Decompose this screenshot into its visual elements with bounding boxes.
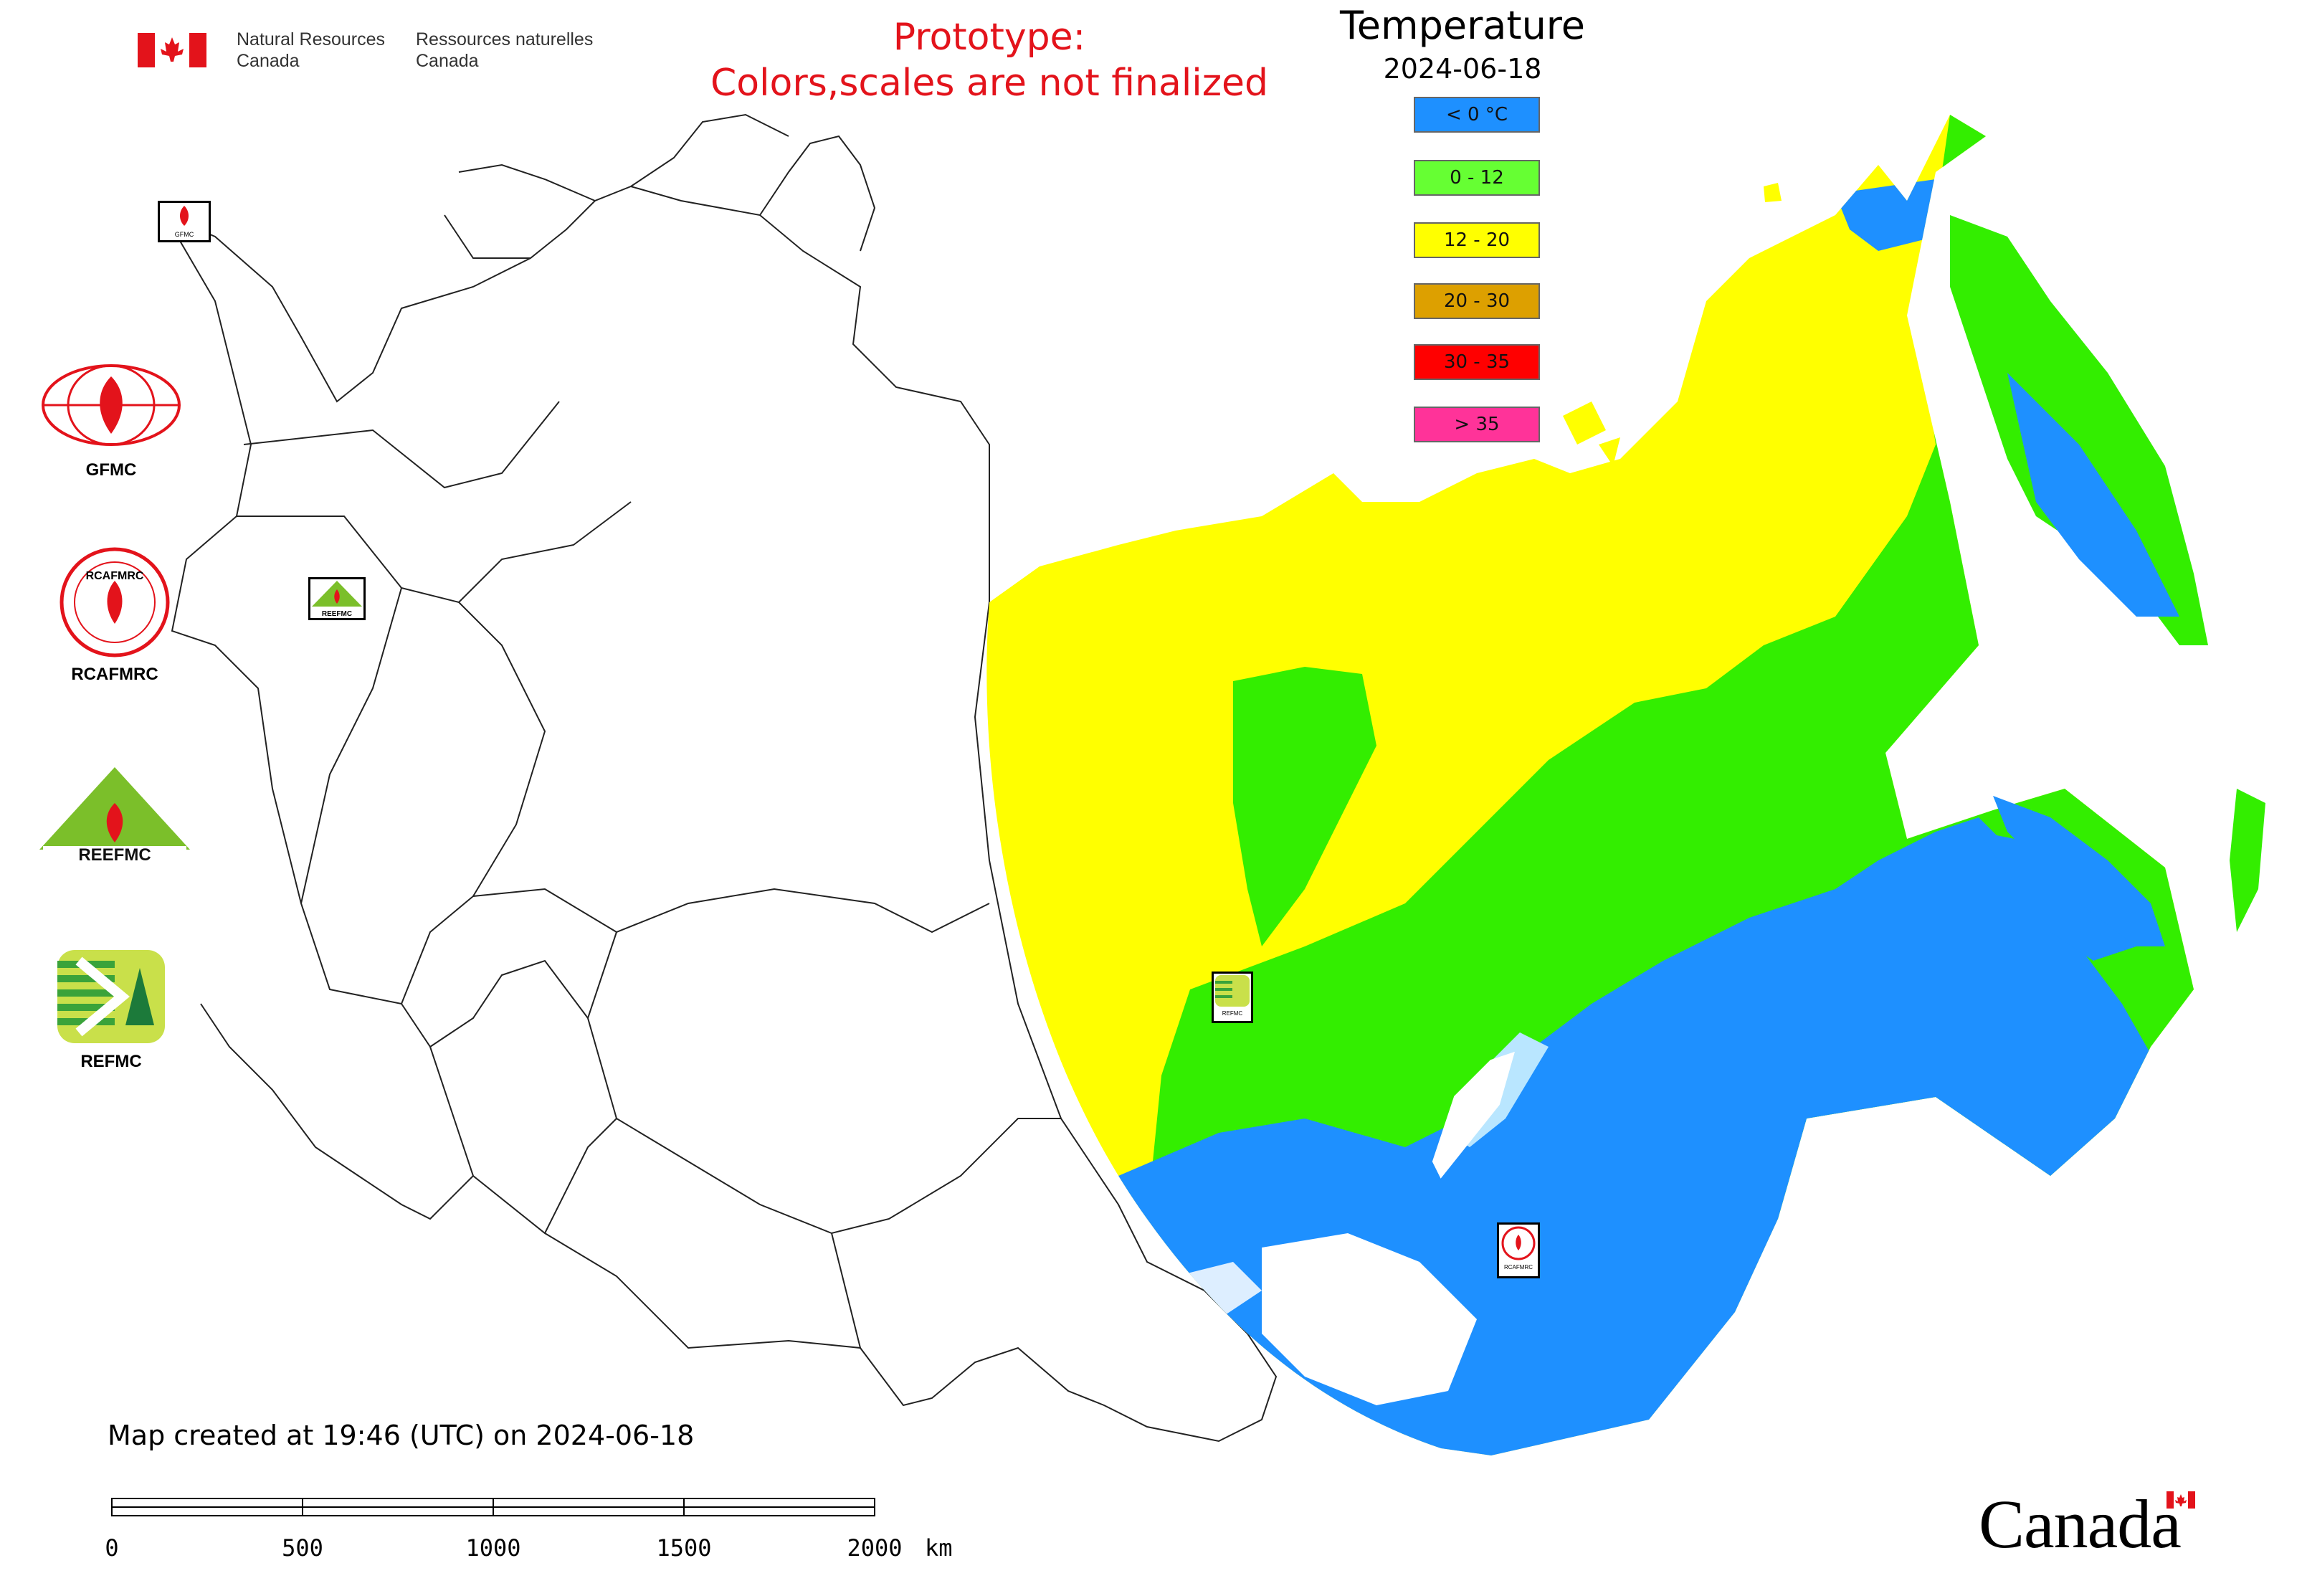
prototype-line2: Colors,scales are not finalized [710,62,1269,105]
agency-en-line2: Canada [237,51,300,71]
legend-item-20-30: 20 - 30 [1414,283,1540,319]
temperature-raster [986,115,2194,1455]
refmc-logo-label: REFMC [80,1052,142,1071]
map-marker-rcafmrc-label: RCAFMRC [1504,1264,1533,1270]
map-marker-refmc[interactable]: REFMC [1212,972,1253,1023]
rcafmrc-marker-icon [1501,1226,1536,1260]
refmc-marker-icon [1215,975,1250,1007]
svg-text:REEFMC: REEFMC [78,845,151,864]
country-outlines-west [163,113,1278,1443]
reefmc-logo-icon: REEFMC [39,767,190,865]
eastern-islands [1563,183,2265,946]
map-marker-reefmc[interactable]: REEFMC [308,577,366,620]
scale-tick-500: 500 [282,1534,323,1562]
canada-wordmark-flag-icon [2167,1491,2195,1509]
agency-name-en: Natural Resources Canada [237,29,385,72]
scale-tick-2000: 2000 [847,1534,903,1562]
gfmc-logo-label: GFMC [85,460,137,480]
gfmc-logo: GFMC [39,362,183,480]
legend-title: Temperature [1339,3,1586,48]
scale-tick-1500: 1500 [656,1534,712,1562]
map-marker-reefmc-label: REEFMC [321,610,353,618]
scale-unit: km [925,1534,953,1562]
legend-item-below-0: < 0 °C [1414,97,1540,133]
refmc-logo-icon [57,950,165,1043]
rcafmrc-logo-icon: RCAFMRC [60,547,170,657]
nrcan-signature: Natural Resources Canada Ressources natu… [129,29,631,79]
agency-name-fr: Ressources naturelles Canada [416,29,593,72]
agency-fr-line2: Canada [416,51,479,71]
legend-item-above-35: > 35 [1414,407,1540,442]
rcafmrc-logo: RCAFMRC RCAFMRC [43,545,186,685]
svg-text:RCAFMRC: RCAFMRC [86,570,144,582]
refmc-logo: REFMC [50,946,172,1072]
canada-wordmark: Canada [1979,1484,2195,1564]
gfmc-logo-icon [42,364,181,446]
reefmc-marker-icon [312,581,362,607]
scale-tick-1000: 1000 [465,1534,521,1562]
map-marker-gfmc[interactable]: GFMC [158,201,211,242]
legend-date: 2024-06-18 [1383,53,1542,85]
canada-flag-icon [138,33,206,67]
gfmc-marker-icon [180,206,189,226]
map-marker-rcafmrc[interactable]: RCAFMRC [1497,1222,1540,1278]
map-marker-refmc-label: REFMC [1222,1010,1243,1017]
scale-bar [111,1498,875,1516]
prototype-notice: Prototype: Colors,scales are not finaliz… [631,14,1348,106]
lake-baikal [1432,1051,1515,1179]
map-credit: Map created at 19:46 (UTC) on 2024-06-18 [108,1420,695,1451]
legend-item-12-20: 12 - 20 [1414,222,1540,258]
reefmc-logo: REEFMC [36,764,194,869]
rcafmrc-logo-label: RCAFMRC [71,665,158,684]
map-marker-gfmc-label: GFMC [174,231,194,238]
agency-fr-line1: Ressources naturelles [416,29,594,49]
agency-en-line1: Natural Resources [237,29,386,49]
canada-wordmark-text: Canada [1979,1486,2182,1562]
legend-item-0-12: 0 - 12 [1414,160,1540,196]
legend-item-30-35: 30 - 35 [1414,344,1540,380]
scale-tick-0: 0 [105,1534,119,1562]
prototype-line1: Prototype: [893,16,1086,59]
